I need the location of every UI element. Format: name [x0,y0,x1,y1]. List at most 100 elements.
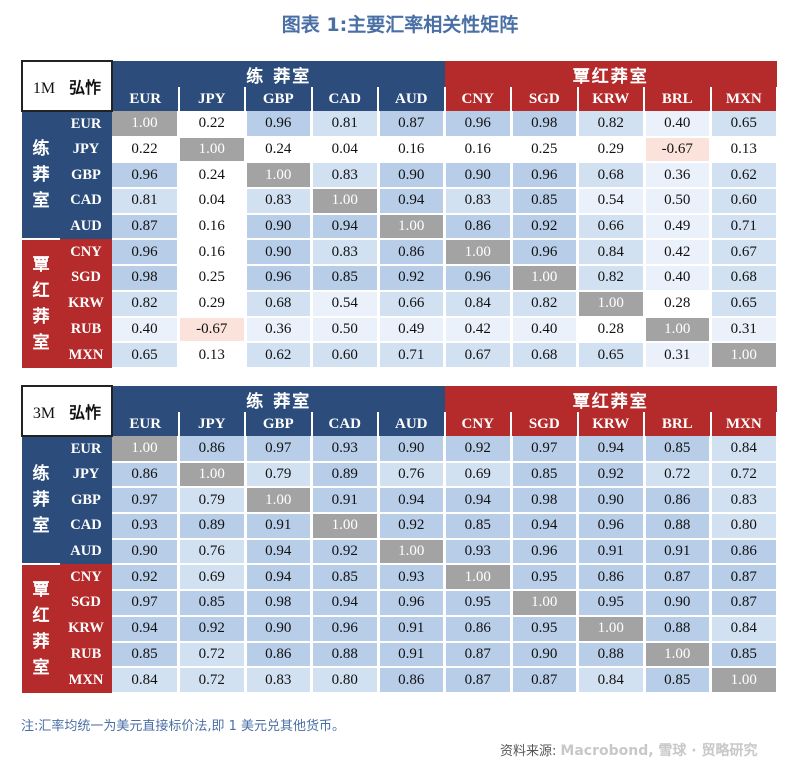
correlation-cell: 0.66 [577,213,646,241]
correlation-cell: 0.36 [245,316,313,344]
correlation-cell: 1.00 [577,290,646,318]
correlation-cell: 0.25 [511,136,579,164]
column-header: AUD [378,87,446,111]
correlation-cell: 0.96 [378,590,446,617]
side-label-red: 覃红莽室 [22,563,60,693]
correlation-cell: 0.92 [311,538,380,566]
correlation-cell: 0.16 [378,136,446,164]
correlation-cell: 0.91 [644,538,712,566]
correlation-cell: 0.90 [378,436,446,463]
correlation-cell: 0.97 [112,487,180,515]
correlation-cell: 0.67 [444,342,513,369]
correlation-cell: 0.68 [577,162,646,190]
correlation-cell: 0.88 [644,615,712,643]
correlation-cell: 0.83 [245,188,313,215]
row-header: JPY [60,461,112,488]
row-header: MXN [60,667,112,693]
column-header: GBP [245,412,313,436]
correlation-cell: 0.85 [644,667,712,694]
correlation-cell: 0.94 [511,513,579,540]
correlation-cell: -0.67 [178,316,247,344]
correlation-cell: 0.94 [577,436,646,463]
correlation-cell: 0.16 [444,136,513,164]
correlation-cell: 0.49 [378,316,446,344]
correlation-cell: 0.90 [511,641,579,669]
correlation-cell: 0.84 [112,667,180,694]
row-header: MXN [60,342,112,368]
correlation-cell: 0.40 [644,111,712,138]
correlation-cell: 0.96 [577,513,646,540]
correlation-cell: 0.92 [378,513,446,540]
correlation-cell: 0.83 [710,487,779,515]
correlation-cell: 0.85 [444,513,513,540]
correlation-cell: 0.24 [245,136,313,164]
correlation-cell: 0.86 [444,615,513,643]
correlation-cell: 0.90 [644,590,712,617]
column-header: KRW [577,87,645,111]
correlation-cell: 0.29 [178,290,247,318]
correlation-cell: 0.90 [245,239,313,267]
correlation-cell: 0.89 [178,513,247,540]
row-header: JPY [60,136,112,163]
correlation-cell: 0.95 [577,590,646,617]
correlation-cell: 0.94 [245,564,313,592]
correlation-cell: 0.13 [710,136,779,164]
correlation-cell: 0.42 [644,239,712,267]
correlation-cell: 0.71 [710,213,779,241]
correlation-cell: 0.69 [178,564,247,592]
correlation-cell: 0.65 [112,342,180,369]
correlation-cell: 0.40 [644,265,712,292]
correlation-cell: 0.84 [710,436,779,463]
correlation-cell: 0.86 [178,436,247,463]
column-header: SGD [511,412,579,436]
column-header: SGD [511,87,579,111]
correlation-cell: 0.96 [245,111,313,138]
correlation-cell: 0.90 [378,162,446,190]
column-header: JPY [178,412,246,436]
correlation-cell: 0.85 [710,641,779,669]
correlation-cell: 1.00 [710,342,779,369]
column-header: CNY [444,87,512,111]
correlation-cell: 0.96 [311,615,380,643]
correlation-cell: 0.68 [710,265,779,292]
row-header: KRW [60,290,112,317]
correlation-cell: 1.00 [112,436,180,463]
correlation-cell: 0.42 [444,316,513,344]
correlation-cell: 0.16 [178,213,247,241]
correlation-cell: 0.88 [644,513,712,540]
row-header: EUR [60,111,112,137]
row-header: RUB [60,641,112,668]
correlation-cell: 0.96 [511,162,579,190]
correlation-cell: 0.88 [311,641,380,669]
correlation-cell: 1.00 [644,316,712,344]
correlation-cell: 0.97 [245,436,313,463]
side-label-text: 练 莽室 [32,139,50,212]
correlation-cell: 0.65 [710,111,779,138]
row-header: RUB [60,316,112,343]
correlation-cell: 0.85 [511,461,579,489]
corner-label: 弘怍 [69,405,102,422]
correlation-cell: 0.86 [245,641,313,669]
correlation-cell: 0.86 [577,564,646,592]
column-header: AUD [378,412,446,436]
correlation-cell: 0.95 [511,615,579,643]
correlation-cell: 0.86 [710,538,779,566]
correlation-cell: 0.86 [644,487,712,515]
row-header: SGD [60,265,112,291]
correlation-cell: 0.90 [112,538,180,566]
group-header-blue: 练 莽室 [112,386,445,412]
page-title: 图表 1:主要汇率相关性矩阵 [281,14,519,36]
correlation-cell: 0.85 [644,436,712,463]
correlation-cell: 0.71 [378,342,446,369]
correlation-cell: 0.84 [710,615,779,643]
row-header: SGD [60,590,112,616]
row-header: CNY [60,564,112,591]
correlation-cell: 0.76 [378,461,446,489]
correlation-cell: 1.00 [112,111,180,138]
correlation-cell: 0.40 [112,316,180,344]
correlation-cell: 0.36 [644,162,712,190]
correlation-cell: 0.04 [178,188,247,215]
correlation-cell: 0.81 [311,111,380,138]
correlation-cell: 0.60 [710,188,779,215]
correlation-cell: 0.90 [444,162,513,190]
